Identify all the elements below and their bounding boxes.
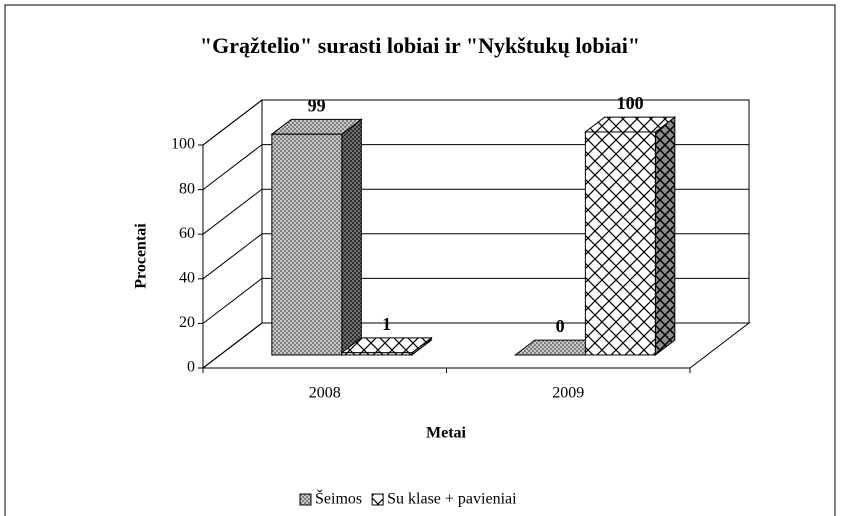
y-tick-label: 20 xyxy=(179,314,195,331)
x-axis-label: Metai xyxy=(426,425,467,442)
y-tick-label: 100 xyxy=(171,136,195,153)
y-tick-label: 0 xyxy=(187,359,195,376)
bar-side xyxy=(341,118,362,356)
chart-title: "Grąžtelio" surasti lobiai ir "Nykštukų … xyxy=(200,33,640,58)
bar xyxy=(271,133,343,356)
bar xyxy=(584,131,656,356)
x-tick-label: 2009 xyxy=(552,385,584,402)
legend-swatch xyxy=(299,493,312,506)
data-label: 1 xyxy=(382,314,391,334)
y-tick-label: 60 xyxy=(179,225,195,242)
y-tick-label: 40 xyxy=(179,269,195,286)
data-label: 100 xyxy=(617,93,644,113)
y-axis-label: Procentai xyxy=(133,223,150,289)
bar xyxy=(341,352,413,356)
data-label: 0 xyxy=(556,316,565,336)
grid-line xyxy=(202,99,749,146)
y-tick-label: 80 xyxy=(179,180,195,197)
data-label: 99 xyxy=(308,95,326,115)
legend-swatch xyxy=(371,493,384,506)
legend-label: Su klase + pavieniai xyxy=(387,491,517,508)
x-tick-label: 2008 xyxy=(309,385,341,402)
legend-label: Šeimos xyxy=(315,489,362,508)
bar-side xyxy=(654,116,676,356)
chart-border xyxy=(4,4,836,516)
